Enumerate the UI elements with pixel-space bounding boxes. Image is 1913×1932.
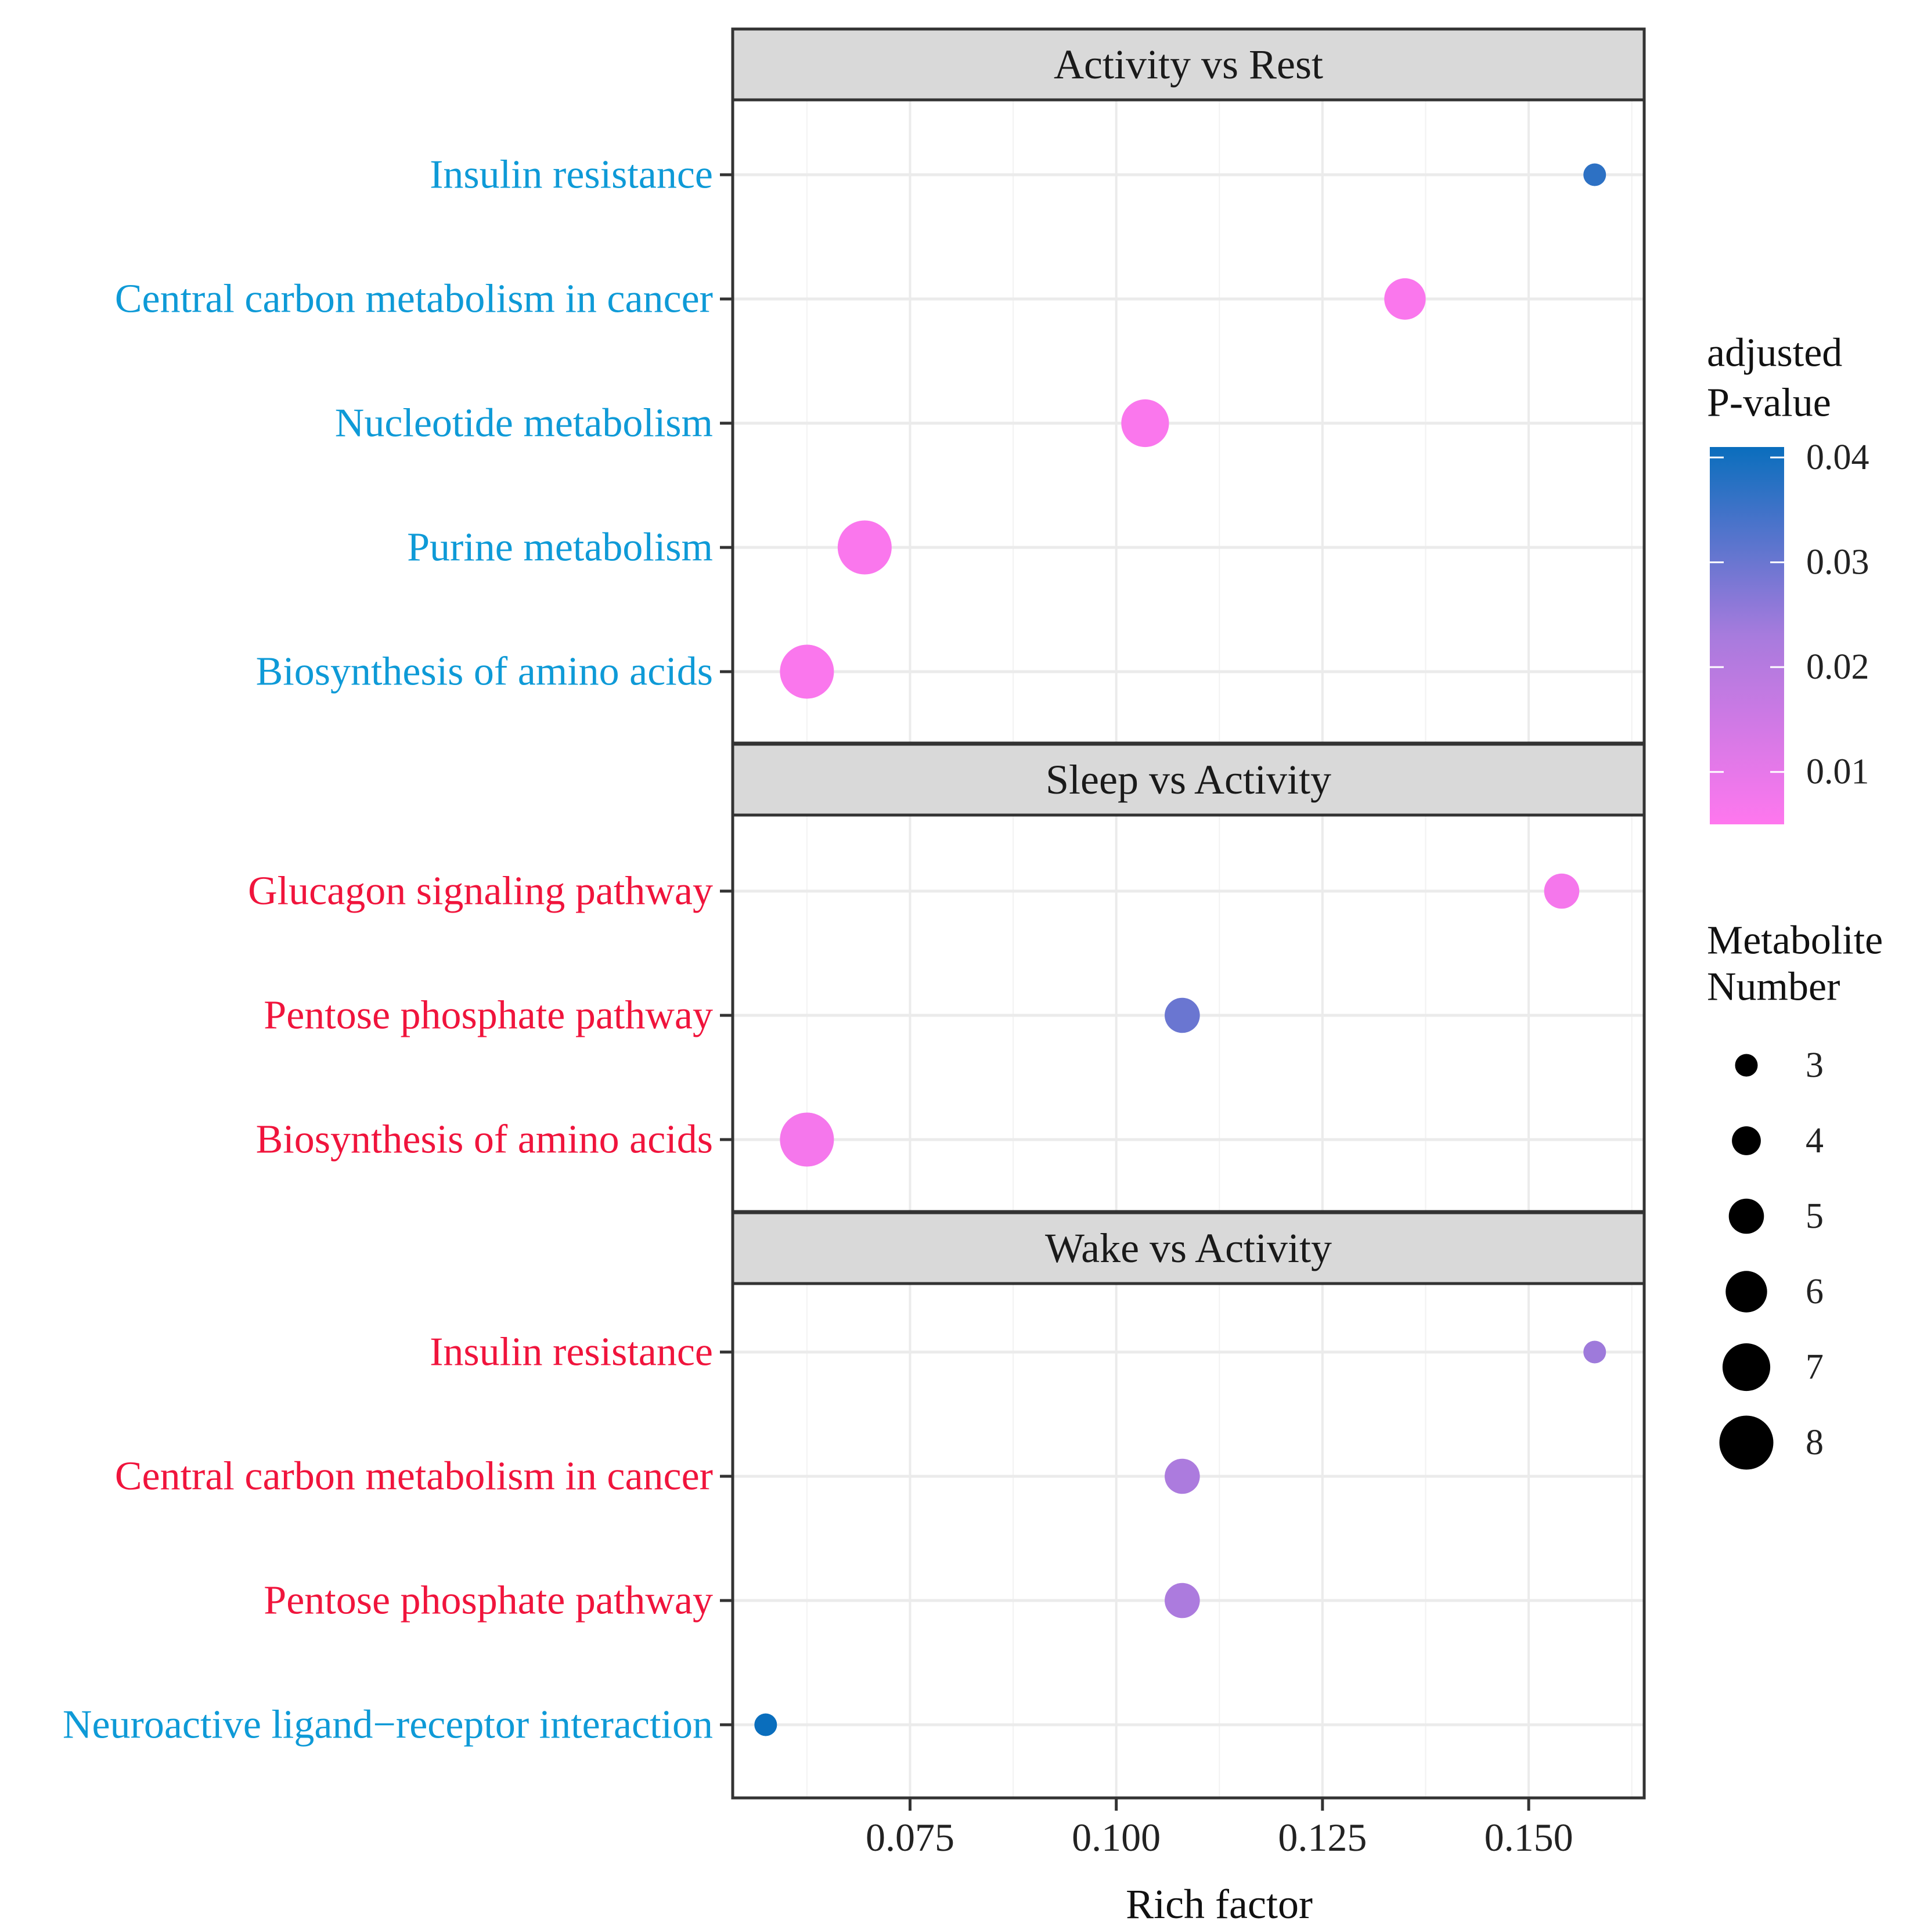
x-tick-label: 0.100 — [1072, 1815, 1161, 1859]
size-legend-label: 4 — [1806, 1121, 1824, 1160]
data-point — [780, 1112, 834, 1167]
y-tick-label: Neuroactive ligand−receptor interaction — [63, 1703, 713, 1747]
size-legend-dot — [1728, 1198, 1764, 1234]
data-point — [780, 644, 834, 699]
y-tick-label: Central carbon metabolism in cancer — [115, 277, 713, 322]
size-legend-dot — [1725, 1271, 1767, 1313]
facet-strip — [731, 1211, 1646, 1285]
y-tick-label: Pentose phosphate pathway — [264, 993, 713, 1038]
size-legend-label: 5 — [1806, 1196, 1824, 1236]
color-legend-tick-label: 0.02 — [1806, 647, 1869, 687]
y-tick-label: Glucagon signaling pathway — [248, 869, 713, 914]
size-legend-title: Metabolite — [1707, 918, 1883, 963]
y-tick-label: Insulin resistance — [430, 1330, 713, 1375]
x-tick-label: 0.075 — [866, 1815, 954, 1859]
data-point — [1165, 1583, 1200, 1619]
data-point — [1583, 1340, 1606, 1364]
y-tick-label: Insulin resistance — [430, 153, 713, 197]
data-point — [1165, 997, 1200, 1033]
x-tick-label: 0.125 — [1278, 1815, 1367, 1859]
y-tick-label: Central carbon metabolism in cancer — [115, 1454, 713, 1499]
size-legend-label: 8 — [1806, 1423, 1824, 1462]
facet-wake-vs-activity-panel — [733, 1284, 1644, 1798]
color-legend-title: P-value — [1707, 381, 1831, 426]
facet-title: Wake vs Activity — [1045, 1225, 1332, 1271]
size-legend-label: 6 — [1806, 1272, 1824, 1311]
data-point — [1165, 1458, 1200, 1494]
data-point — [837, 520, 892, 575]
y-tick-label: Purine metabolism — [407, 525, 713, 570]
data-point — [1544, 873, 1580, 909]
data-point — [754, 1713, 777, 1736]
facet-title: Sleep vs Activity — [1046, 756, 1331, 803]
size-legend-dot — [1722, 1343, 1771, 1392]
size-legend-dot — [1732, 1126, 1761, 1155]
size-legend-title: Number — [1707, 965, 1840, 1010]
data-point — [1384, 278, 1426, 320]
facet-title: Activity vs Rest — [1054, 41, 1323, 88]
size-legend-dot — [1735, 1054, 1758, 1077]
facet-strip — [731, 742, 1646, 817]
color-legend-title: adjusted — [1707, 331, 1842, 376]
y-tick-label: Nucleotide metabolism — [335, 401, 713, 446]
color-legend-tick-label: 0.01 — [1806, 752, 1869, 792]
x-axis-title: Rich factor — [1126, 1881, 1313, 1927]
color-legend-bar — [1710, 447, 1784, 824]
y-tick-label: Biosynthesis of amino acids — [256, 650, 713, 694]
size-legend-label: 7 — [1806, 1347, 1824, 1387]
color-legend-tick-label: 0.04 — [1806, 438, 1869, 477]
data-point — [1121, 399, 1169, 448]
facet-strip — [731, 27, 1646, 102]
y-tick-label: Pentose phosphate pathway — [264, 1578, 713, 1623]
color-legend-tick-label: 0.03 — [1806, 543, 1869, 582]
facet-activity-vs-rest-panel — [733, 100, 1644, 743]
y-tick-label: Biosynthesis of amino acids — [256, 1118, 713, 1162]
size-legend-dot — [1719, 1415, 1774, 1470]
data-point — [1583, 163, 1606, 186]
x-tick-label: 0.150 — [1485, 1815, 1573, 1859]
size-legend-label: 3 — [1806, 1046, 1824, 1085]
